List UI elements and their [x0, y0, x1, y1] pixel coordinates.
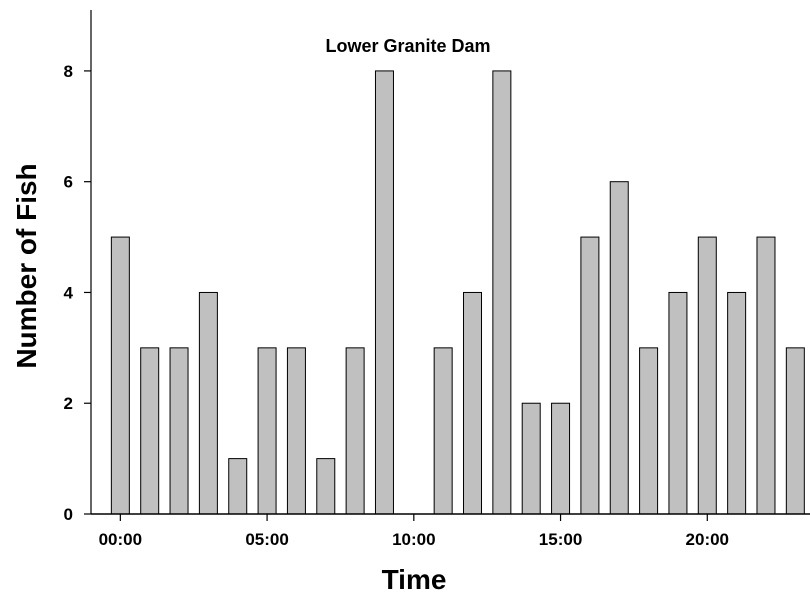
bar: [316, 458, 336, 515]
bar: [785, 347, 805, 515]
bar: [257, 347, 277, 515]
bar: [639, 347, 659, 515]
bar: [433, 347, 453, 515]
bar: [198, 291, 218, 515]
bar: [580, 236, 600, 515]
y-tick-label: 0: [64, 505, 73, 524]
bar: [463, 291, 483, 515]
bar: [521, 402, 541, 515]
bar: [345, 347, 365, 515]
bar: [551, 402, 571, 515]
bar: [697, 236, 717, 515]
bar: [727, 291, 747, 515]
x-tick-label: 10:00: [392, 530, 435, 549]
bar: [286, 347, 306, 515]
bar: [492, 70, 512, 515]
bar: [228, 458, 248, 515]
x-axis-title: Time: [382, 564, 447, 592]
y-tick-label: 6: [64, 173, 73, 192]
x-tick-label: 20:00: [686, 530, 729, 549]
y-tick-label: 8: [64, 62, 73, 81]
bar: [668, 291, 688, 515]
bar: [609, 181, 629, 515]
bar: [374, 70, 394, 515]
bar: [140, 347, 160, 515]
bar: [169, 347, 189, 515]
x-tick-label: 00:00: [99, 530, 142, 549]
x-tick-label: 15:00: [539, 530, 582, 549]
bar: [110, 236, 130, 515]
bar: [756, 236, 776, 515]
y-tick-label: 4: [64, 283, 74, 302]
y-axis-title: Number of Fish: [11, 163, 42, 368]
x-tick-label: 05:00: [245, 530, 288, 549]
chart-title: Lower Granite Dam: [325, 36, 490, 56]
y-tick-label: 2: [64, 394, 73, 413]
plot-area: 0 2 4 6 8 00:00 05:00 10:00 15:00 20:00: [64, 10, 810, 549]
